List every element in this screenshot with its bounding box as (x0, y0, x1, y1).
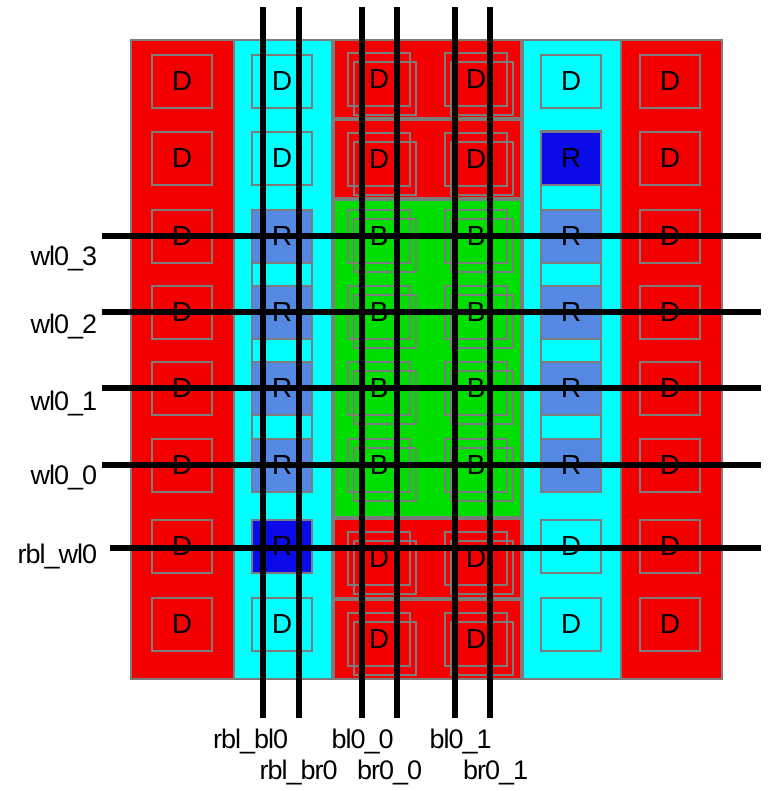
bitline-bl0_1 (452, 7, 458, 718)
wordline-wl0_3 (102, 233, 761, 239)
cell-outline-ghost (353, 539, 417, 595)
cell-outline-ghost (450, 620, 514, 676)
bitline-br0_1 (487, 7, 493, 718)
cell-outline-ghost (353, 620, 417, 676)
bitline-label-rbl_bl0: rbl_bl0 (212, 724, 288, 754)
wordline-wl0_1 (102, 385, 761, 391)
cell-D: D (540, 596, 602, 652)
bitline-label-br0_1: br0_1 (462, 755, 528, 785)
cell-outline-ghost (353, 369, 417, 425)
bitline-rbl_br0 (296, 7, 302, 718)
cell-D: D (639, 53, 701, 109)
cell-outline-ghost (450, 539, 514, 595)
wordline-label-wl0_0: wl0_0 (30, 460, 97, 490)
cell-outline-ghost (450, 293, 514, 349)
cell-outline-ghost (450, 446, 514, 502)
cell-R: R (540, 130, 602, 186)
cell-outline-ghost (353, 60, 417, 116)
wordline-label-rbl_wl0: rbl_wl0 (17, 539, 97, 569)
cell-D: D (151, 130, 213, 186)
cell-outline-ghost (353, 293, 417, 349)
wordline-label-wl0_2: wl0_2 (30, 309, 97, 339)
bitline-rbl_bl0 (260, 7, 266, 718)
cell-outline-ghost (353, 446, 417, 502)
cell-D: D (151, 596, 213, 652)
bitline-br0_0 (394, 7, 400, 718)
cell-D: D (639, 596, 701, 652)
cell-outline-ghost (450, 217, 514, 273)
bitline-label-bl0_0: bl0_0 (331, 724, 393, 754)
cell-outline-ghost (353, 217, 417, 273)
cell-D: D (540, 53, 602, 109)
wordline-rbl_wl0 (110, 545, 761, 551)
cell-outline-ghost (450, 60, 514, 116)
cell-outline-ghost (353, 140, 417, 196)
cell-D: D (639, 130, 701, 186)
bitline-bl0_0 (359, 7, 365, 718)
wordline-wl0_0 (102, 462, 761, 468)
bitline-label-br0_0: br0_0 (356, 755, 422, 785)
cell-outline-ghost (450, 140, 514, 196)
wordline-label-wl0_1: wl0_1 (30, 386, 97, 416)
bitline-label-bl0_1: bl0_1 (429, 724, 491, 754)
bitline-label-rbl_br0: rbl_br0 (259, 755, 337, 785)
cell-D: D (151, 53, 213, 109)
cell-outline-ghost (450, 369, 514, 425)
wordline-label-wl0_3: wl0_3 (30, 241, 97, 271)
wordline-wl0_2 (102, 309, 761, 315)
